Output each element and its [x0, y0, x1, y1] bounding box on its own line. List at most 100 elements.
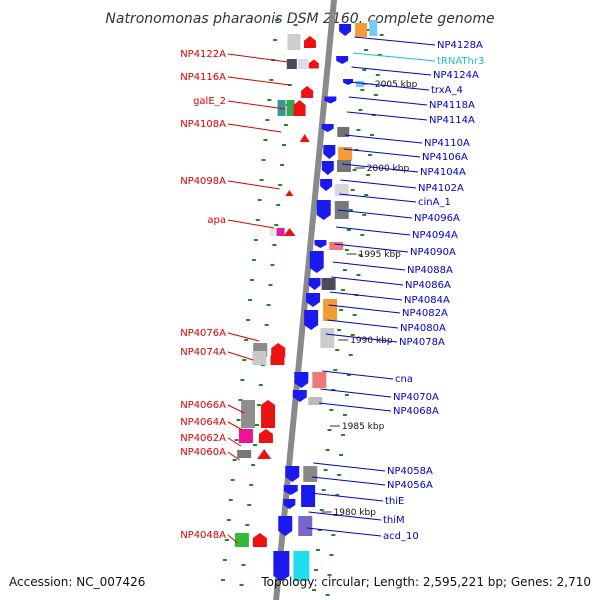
reverse-gene-arrow	[294, 372, 309, 388]
left-gene-label: NP4098A	[180, 176, 226, 187]
gene-box-feature	[238, 429, 253, 443]
right-gene-label: NP4090A	[410, 247, 456, 258]
right-gene-label: NP4068A	[393, 406, 439, 417]
right-gene-label: NP4078A	[399, 337, 445, 348]
right-gene-label: NP4124A	[433, 70, 479, 81]
right-gene-label: acd_10	[383, 531, 419, 542]
reverse-gene-arrow	[285, 466, 300, 482]
left-label-leader	[227, 437, 242, 447]
right-gene-label: NP4102A	[418, 183, 464, 194]
right-label-leader	[354, 36, 436, 46]
gene-box-feature	[301, 485, 316, 507]
right-gene-label: NP4080A	[400, 323, 446, 334]
gene-box-feature	[355, 81, 364, 87]
right-label-leader	[329, 291, 403, 301]
right-label-leader	[339, 193, 417, 203]
left-label-leader	[227, 76, 290, 86]
gene-triangle-feature	[283, 228, 296, 236]
right-gene-label: NP4070A	[393, 392, 439, 403]
gene-box-feature	[312, 372, 327, 388]
forward-gene-arrow	[308, 59, 319, 69]
reverse-gene-arrow	[320, 179, 333, 191]
right-label-leader	[327, 319, 399, 329]
kbp-marker-label: 2005 kbp	[375, 80, 418, 90]
reverse-gene-arrow	[308, 278, 321, 290]
left-gene-label: NP4060A	[180, 447, 226, 458]
gene-box-feature	[286, 100, 295, 116]
right-gene-label: NP4096A	[414, 213, 460, 224]
gene-box-feature	[329, 242, 344, 250]
right-label-leader	[347, 111, 428, 121]
gene-triangle-feature	[257, 449, 272, 459]
reverse-gene-arrow	[316, 200, 331, 220]
left-label-leader	[227, 123, 282, 133]
right-label-leader	[334, 243, 409, 253]
kbp-marker-label: 1990 kbp	[350, 336, 393, 346]
right-label-leader	[310, 492, 384, 502]
gene-box-feature	[297, 59, 308, 69]
left-label-leader	[227, 404, 245, 414]
right-label-leader	[319, 402, 392, 412]
gene-box-feature	[336, 160, 351, 172]
left-gene-label: NP4108A	[180, 119, 226, 130]
right-label-leader	[350, 81, 430, 91]
left-gene-label: NP4074A	[180, 347, 226, 358]
map-title: Natronomonas pharaonis DSM 2160, complet…	[105, 11, 494, 27]
left-gene-label: NP4076A	[180, 328, 226, 339]
right-gene-label: NP4106A	[422, 152, 468, 163]
gene-box-feature	[337, 127, 350, 137]
gene-box-feature	[252, 351, 267, 365]
gene-box-feature	[269, 228, 278, 236]
gene-box-feature	[321, 278, 336, 290]
gene-box-feature	[298, 516, 313, 536]
right-gene-label: NP4110A	[424, 138, 470, 149]
gene-box-feature	[286, 59, 297, 69]
left-label-leader	[227, 53, 289, 63]
right-gene-label: NP4094A	[412, 230, 458, 241]
reverse-gene-arrow	[304, 310, 319, 330]
forward-gene-arrow	[261, 400, 276, 428]
reverse-gene-arrow	[336, 56, 349, 64]
gene-box-feature	[338, 147, 353, 161]
forward-gene-arrow	[303, 36, 316, 48]
right-label-leader	[352, 52, 436, 62]
gene-box-feature	[355, 23, 368, 37]
reverse-gene-arrow	[314, 240, 327, 248]
right-label-leader	[331, 276, 404, 286]
left-gene-label: NP4064A	[180, 417, 226, 428]
left-gene-label: NP4116A	[180, 72, 226, 83]
right-label-leader	[332, 261, 406, 271]
reverse-gene-arrow	[283, 499, 296, 509]
right-label-leader	[322, 370, 394, 380]
gene-box-feature	[334, 184, 349, 196]
left-gene-label: NP4048A	[180, 530, 226, 541]
gene-box-feature	[241, 400, 256, 428]
right-gene-label: trxA_4	[431, 85, 463, 96]
right-label-leader	[340, 179, 417, 189]
right-gene-label: NP4104A	[420, 167, 466, 178]
forward-gene-arrow	[258, 429, 273, 443]
reverse-gene-arrow	[278, 516, 293, 536]
forward-gene-arrow	[301, 86, 314, 98]
reverse-gene-arrow	[339, 24, 352, 36]
right-gene-label: NP4058A	[387, 466, 433, 477]
gene-box-feature	[323, 299, 338, 321]
reverse-gene-arrow	[321, 124, 334, 132]
right-label-leader	[325, 333, 398, 343]
left-label-leader	[227, 421, 243, 431]
right-label-leader	[311, 476, 386, 486]
left-gene-label: NP4066A	[180, 400, 226, 411]
right-gene-label: NP4056A	[387, 480, 433, 491]
gene-box-feature	[276, 228, 285, 236]
kbp-marker-label: 1980 kbp	[334, 508, 377, 518]
kbp-marker-label: 1995 kbp	[358, 250, 401, 260]
gene-box-feature	[234, 533, 249, 547]
right-gene-label: NP4086A	[405, 280, 451, 291]
right-label-leader	[320, 388, 392, 398]
right-label-leader	[337, 209, 413, 219]
right-label-leader	[308, 511, 382, 521]
left-gene-label: galE_2	[193, 96, 226, 107]
gene-box-feature	[369, 20, 378, 36]
